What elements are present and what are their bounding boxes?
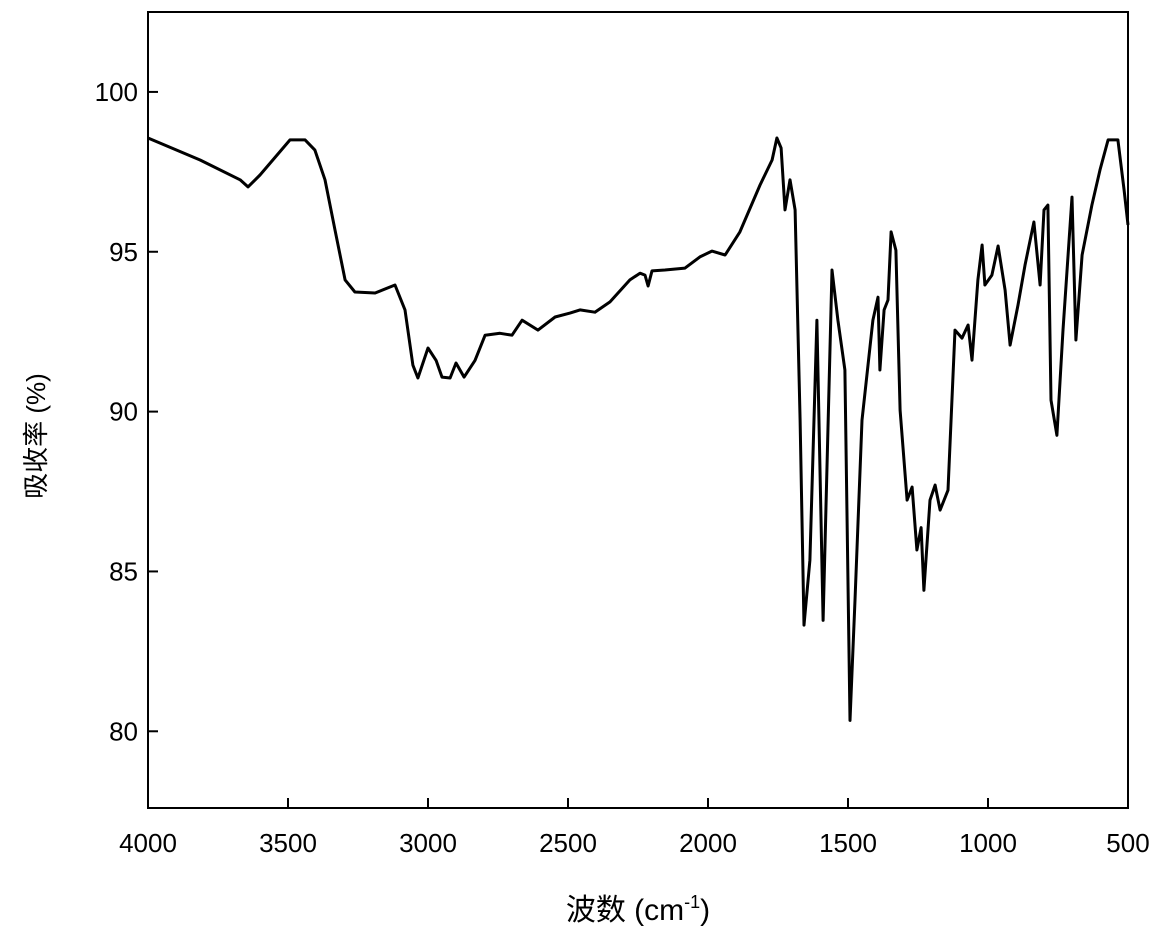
x-label-suffix: ) bbox=[700, 894, 710, 927]
spectrum-line bbox=[147, 136, 1130, 722]
plot-frame bbox=[147, 11, 1129, 809]
x-tick-label: 500 bbox=[1106, 828, 1149, 858]
x-tick-label: 4000 bbox=[119, 828, 177, 858]
x-label-text: 波数 (cm bbox=[566, 894, 684, 927]
x-tick-label: 1000 bbox=[959, 828, 1017, 858]
y-tick-label: 80 bbox=[109, 716, 138, 746]
y-tick-label: 95 bbox=[109, 237, 138, 267]
x-tick-label: 2500 bbox=[539, 828, 597, 858]
x-tick-label: 3000 bbox=[399, 828, 457, 858]
x-tick-label: 1500 bbox=[819, 828, 877, 858]
x-tick-label: 3500 bbox=[259, 828, 317, 858]
x-label-sup: -1 bbox=[684, 892, 700, 912]
x-tick-label: 2000 bbox=[679, 828, 737, 858]
y-tick-label: 100 bbox=[95, 77, 138, 107]
y-tick-label: 90 bbox=[109, 397, 138, 427]
x-axis-label: 波数 (cm-1) bbox=[566, 892, 710, 927]
y-axis-label: 吸收率 (%) bbox=[21, 373, 51, 499]
y-tick-label: 85 bbox=[109, 556, 138, 586]
